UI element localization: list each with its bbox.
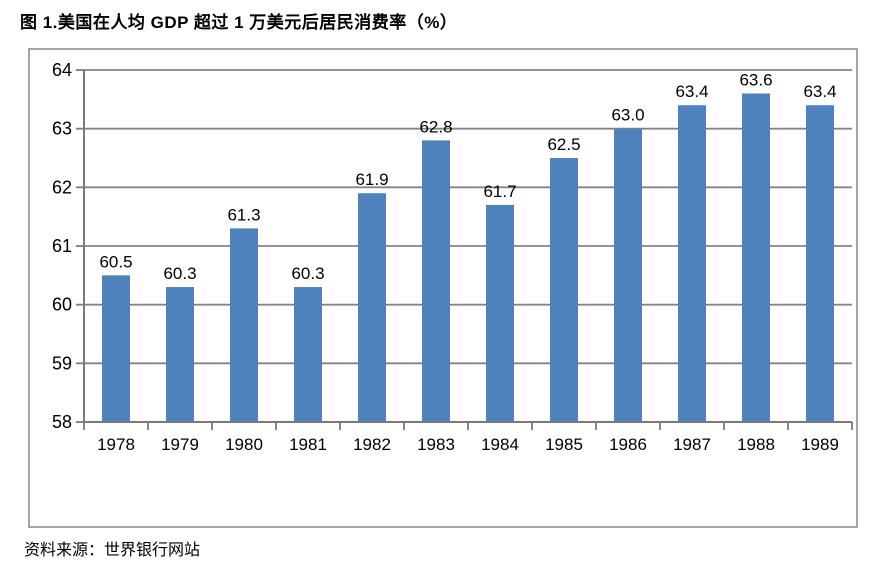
bar: [550, 158, 578, 422]
bar: [742, 93, 770, 422]
bar-value-label: 63.4: [803, 82, 836, 101]
y-axis-label: 59: [52, 353, 72, 373]
x-axis-label: 1986: [609, 435, 647, 454]
x-axis-label: 1984: [481, 435, 519, 454]
chart-title: 图 1.美国在人均 GDP 超过 1 万美元后居民消费率（%）: [20, 13, 458, 32]
bar: [230, 228, 258, 422]
bar: [102, 275, 130, 422]
bar: [486, 204, 514, 422]
x-axis-label: 1985: [545, 435, 583, 454]
bar-value-label: 61.7: [483, 182, 516, 201]
y-axis-label: 60: [52, 295, 72, 315]
bar: [166, 287, 194, 422]
x-axis-label: 1989: [801, 435, 839, 454]
x-axis-label: 1982: [353, 435, 391, 454]
bar-chart: 58 59 60 61 62 63 64 60.5 60.3 61.3 60.3 61.9 62.8 61…: [52, 60, 853, 454]
x-axis-label: 1987: [673, 435, 711, 454]
bar-value-label: 63.4: [675, 82, 708, 101]
x-axis-label: 1978: [97, 435, 135, 454]
chart-frame: 58 59 60 61 62 63 64 60.5 60.3 61.3 60.3 61.9 62.8 61…: [28, 48, 858, 528]
y-axis-label: 61: [52, 236, 72, 256]
y-axis-label: 63: [52, 119, 72, 139]
bar: [678, 105, 706, 422]
bar-value-label: 60.5: [99, 252, 132, 271]
bar-value-label: 61.9: [355, 170, 388, 189]
bar-value-label: 63.0: [611, 106, 644, 125]
bar: [294, 287, 322, 422]
bar-value-label: 62.5: [547, 135, 580, 154]
bar-value-label: 63.6: [739, 70, 772, 89]
x-axis-label: 1980: [225, 435, 263, 454]
bar-value-label: 61.3: [227, 205, 260, 224]
bar: [614, 128, 642, 422]
bar: [806, 105, 834, 422]
bar: [358, 193, 386, 422]
bar-value-label: 62.8: [419, 117, 452, 136]
x-axis-label: 1979: [161, 435, 199, 454]
x-axis-label: 1988: [737, 435, 775, 454]
y-axis-label: 64: [52, 60, 72, 80]
bar-value-label: 60.3: [163, 264, 196, 283]
bar-value-label: 60.3: [291, 264, 324, 283]
x-axis-label: 1981: [289, 435, 327, 454]
x-axis-label: 1983: [417, 435, 455, 454]
bar: [422, 140, 450, 422]
y-axis-label: 58: [52, 412, 72, 432]
y-axis-label: 62: [52, 177, 72, 197]
source-note: 资料来源：世界银行网站: [24, 542, 201, 559]
